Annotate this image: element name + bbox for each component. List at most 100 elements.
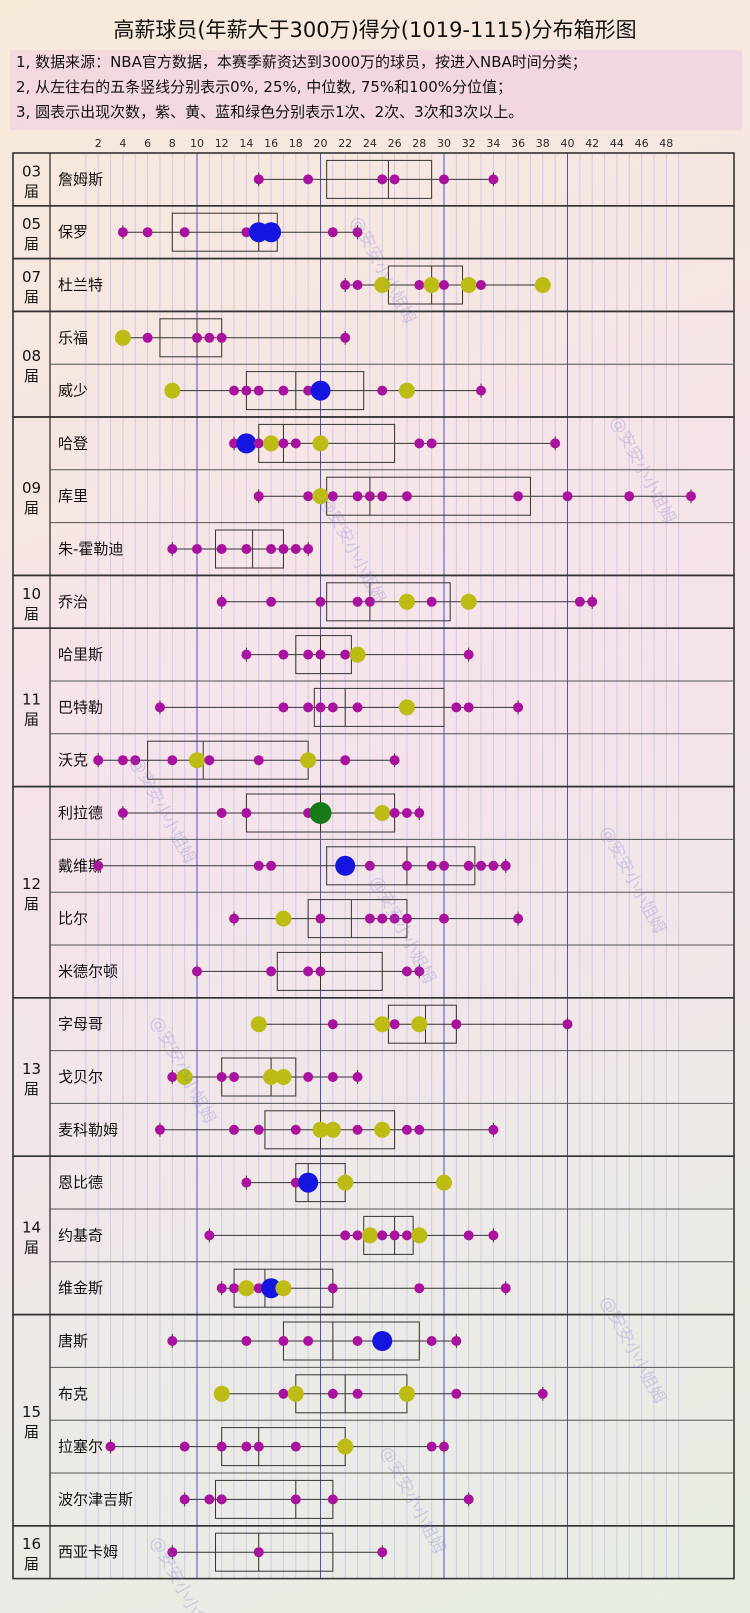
x-tick-label: 26 <box>388 137 402 150</box>
score-point <box>374 1016 391 1033</box>
player-row: 詹姆斯 <box>58 159 499 199</box>
score-point <box>476 860 487 871</box>
x-axis-ticks: 2 4 6 8 10 12 14 16 18 20 22 24 26 28 30 32 34 36 38 40 42 44… <box>95 137 674 150</box>
x-tick-label: 24 <box>363 137 377 150</box>
player-row: 库里 <box>50 469 734 516</box>
score-point <box>374 805 391 821</box>
score-point <box>303 385 314 396</box>
score-point <box>216 1494 227 1505</box>
score-point <box>451 1019 462 1030</box>
score-point <box>624 491 635 502</box>
x-tick-label: 42 <box>585 137 599 150</box>
score-point <box>303 174 314 185</box>
group-label: 12 <box>22 875 41 893</box>
player-name: 库里 <box>58 487 88 505</box>
score-point <box>266 860 277 871</box>
score-point <box>352 1072 363 1082</box>
score-point <box>327 1072 338 1082</box>
score-point <box>686 491 696 502</box>
score-point <box>401 1124 412 1135</box>
score-point <box>327 227 338 238</box>
player-row: 哈里斯 <box>58 635 474 675</box>
score-point <box>500 860 511 871</box>
score-point <box>562 1019 573 1030</box>
group-label-suffix: 届 <box>24 1238 39 1256</box>
score-point <box>303 649 314 660</box>
group-label: 08 <box>22 347 41 365</box>
score-point <box>439 860 449 871</box>
x-tick-label: 44 <box>610 137 624 150</box>
score-point <box>327 491 338 502</box>
group-label-suffix: 届 <box>24 182 39 200</box>
score-point <box>426 1336 437 1346</box>
score-point <box>335 855 356 876</box>
player-row: 麦科勒姆 <box>50 1102 734 1150</box>
score-point <box>352 1336 363 1346</box>
score-point <box>488 1230 499 1241</box>
score-point <box>300 752 317 769</box>
group-label-suffix: 届 <box>24 1080 39 1098</box>
x-tick-label: 2 <box>95 137 102 150</box>
score-point <box>290 1124 301 1135</box>
score-point <box>241 1177 252 1188</box>
score-point <box>401 491 412 502</box>
score-point <box>298 1172 319 1193</box>
score-point <box>290 1177 301 1188</box>
score-point <box>398 699 415 716</box>
score-point <box>439 174 449 185</box>
score-point <box>377 1547 388 1558</box>
group-frame <box>12 996 735 1157</box>
score-point <box>488 1124 499 1135</box>
x-tick-label: 28 <box>412 137 426 150</box>
score-point <box>352 491 363 502</box>
score-point <box>361 1227 378 1244</box>
score-point <box>315 649 326 660</box>
score-point <box>340 1230 351 1241</box>
watermark-text: @安安小小姐姆 <box>596 1293 670 1407</box>
score-point <box>290 1441 301 1452</box>
score-point <box>411 1227 428 1244</box>
x-tick-label: 36 <box>511 137 525 150</box>
x-tick-label: 40 <box>561 137 575 150</box>
iqr-box <box>215 1532 334 1572</box>
group-label-suffix: 届 <box>24 1423 39 1441</box>
player-row: 沃克 <box>50 733 734 780</box>
iqr-box <box>326 846 476 886</box>
x-tick-label: 20 <box>314 137 328 150</box>
score-point <box>241 385 252 396</box>
group-label: 13 <box>22 1060 41 1078</box>
score-point <box>204 755 215 766</box>
score-point <box>167 1547 178 1558</box>
player-name: 哈登 <box>58 434 88 452</box>
player-row: 朱-霍勒迪 <box>50 522 734 569</box>
score-point <box>364 913 375 924</box>
x-tick-label: 46 <box>635 137 649 150</box>
score-point <box>303 1072 314 1082</box>
score-point <box>401 1230 412 1241</box>
score-point <box>303 966 314 977</box>
score-point <box>154 1124 165 1135</box>
score-point <box>275 1069 292 1085</box>
group-label-suffix: 届 <box>24 288 39 306</box>
score-point <box>377 913 388 924</box>
score-point <box>117 227 128 238</box>
score-point <box>426 1441 437 1452</box>
score-point <box>216 808 227 818</box>
x-tick-label: 38 <box>536 137 550 150</box>
score-point <box>315 966 326 977</box>
score-point <box>241 544 252 554</box>
score-point <box>241 227 252 238</box>
score-point <box>192 332 202 343</box>
score-point <box>213 1385 230 1402</box>
player-row: 戴维斯 <box>50 838 734 886</box>
score-point <box>377 491 388 502</box>
score-point <box>324 1121 341 1138</box>
group-label: 09 <box>22 479 41 497</box>
score-point <box>253 385 264 396</box>
group-label: 16 <box>22 1535 41 1553</box>
group-label-suffix: 届 <box>24 235 39 253</box>
